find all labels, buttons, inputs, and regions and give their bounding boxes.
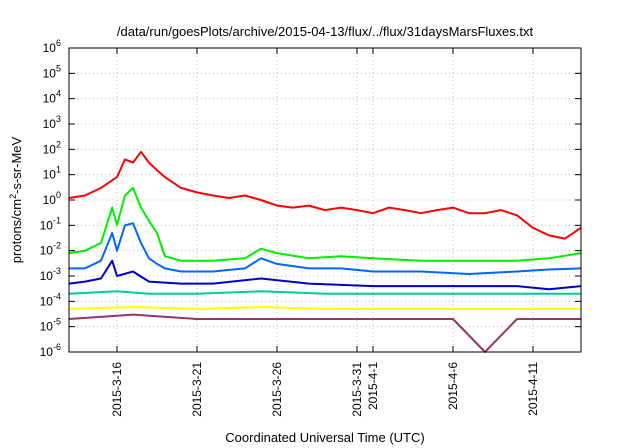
x-tick-label: 2015-3-26: [270, 362, 284, 417]
y-axis-label-sup: 2: [8, 194, 18, 199]
grid: [69, 48, 581, 352]
y-tick-label: 10-5: [40, 317, 61, 334]
series-line-1: [68, 150, 582, 240]
y-tick-label: 104: [43, 89, 61, 106]
y-tick-label: 101: [43, 165, 61, 182]
y-tick-label: 102: [43, 139, 61, 156]
y-tick-label: 105: [43, 63, 61, 80]
series-line-4: [68, 259, 582, 291]
y-tick-label: 106: [43, 38, 61, 55]
y-axis-label-pre: protons/cm: [9, 199, 24, 263]
series-line-3: [69, 222, 582, 275]
y-tick-label: 100: [43, 190, 61, 207]
x-tick-label: 2015-4-1: [366, 362, 380, 410]
ticks: 10-6 10-5 10-4 10-3 10-2 10-1 100 101 102 103 104 1…: [40, 38, 581, 417]
series-line-7: [68, 313, 581, 353]
y-tick-label: 10-2: [40, 241, 61, 258]
y-tick-label: 10-6: [40, 342, 61, 359]
y-tick-label: 10-3: [40, 266, 61, 283]
series-line-5: [68, 290, 581, 295]
x-tick-label: 2015-3-21: [190, 362, 204, 417]
x-tick-label: 2015-3-16: [110, 362, 124, 417]
chart-title: /data/run/goesPlots/archive/2015-04-13/f…: [117, 24, 534, 39]
x-tick-label: 2015-3-31: [350, 362, 364, 417]
x-tick-label: 2015-4-6: [446, 362, 460, 410]
series-line-6: [68, 306, 581, 310]
series-line-2: [68, 186, 582, 262]
series-layer: [68, 150, 582, 353]
y-tick-label: 103: [43, 114, 61, 131]
x-axis-label: Coordinated Universal Time (UTC): [225, 430, 424, 445]
x-tick-label: 2015-4-11: [526, 362, 540, 416]
y-axis-label-post: -s-sr-MeV: [9, 136, 24, 193]
y-tick-label: 10-1: [40, 215, 61, 232]
y-axis-label: protons/cm2-s-sr-MeV: [8, 136, 24, 263]
y-tick-label: 10-4: [40, 291, 61, 308]
